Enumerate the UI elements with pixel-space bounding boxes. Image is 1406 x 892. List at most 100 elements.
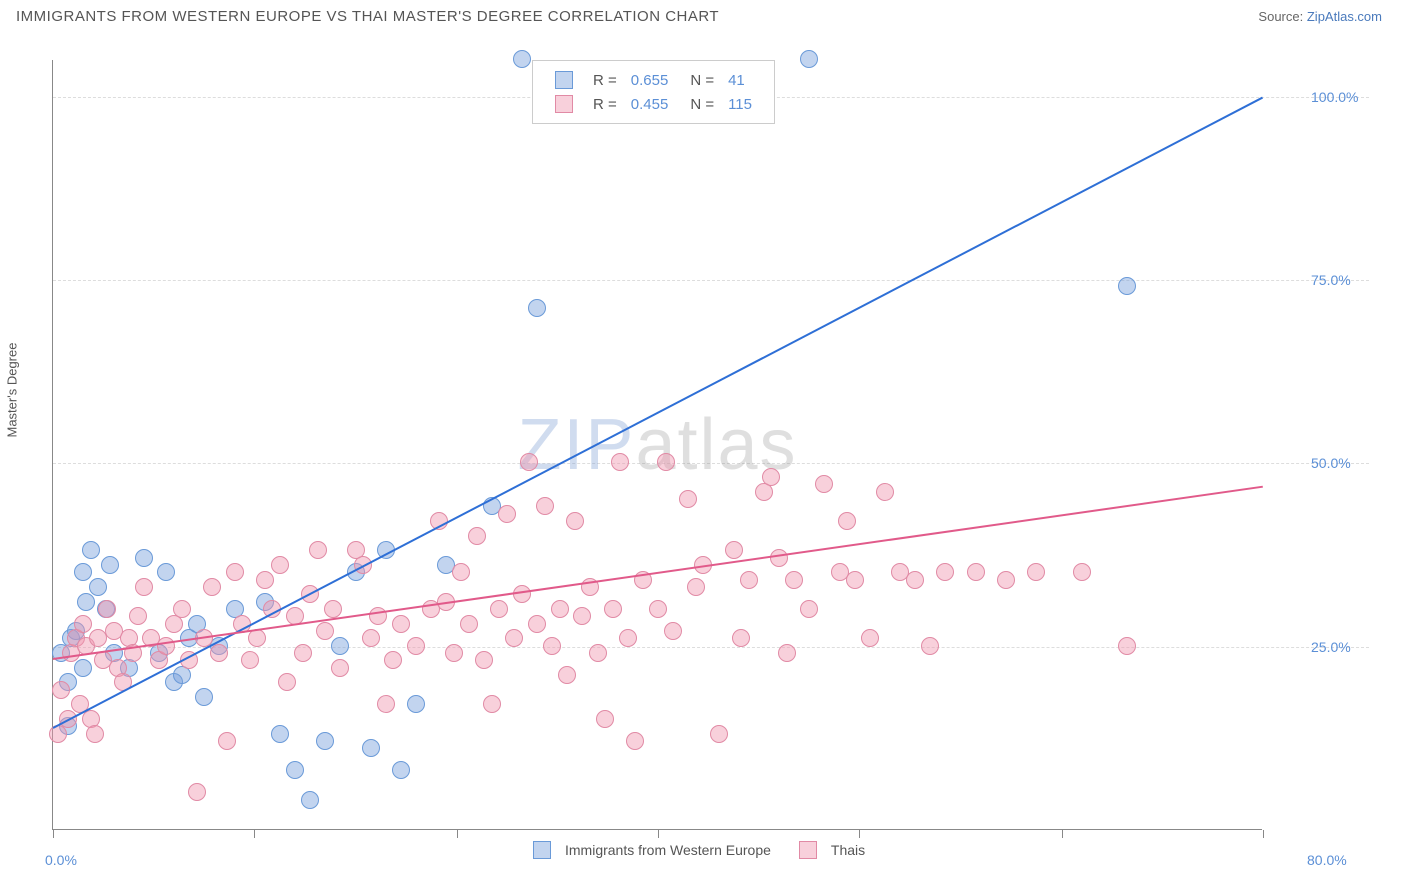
data-point	[301, 791, 319, 809]
data-point	[362, 629, 380, 647]
data-point	[74, 563, 92, 581]
data-point	[468, 527, 486, 545]
series-legend: Immigrants from Western Europe Thais	[533, 841, 865, 859]
x-tick	[1263, 830, 1264, 838]
data-point	[445, 644, 463, 662]
data-point	[1027, 563, 1045, 581]
data-point	[316, 622, 334, 640]
data-point	[157, 637, 175, 655]
x-tick	[658, 830, 659, 838]
data-point	[543, 637, 561, 655]
data-point	[498, 505, 516, 523]
data-point	[278, 673, 296, 691]
legend-swatch	[555, 95, 573, 113]
data-point	[785, 571, 803, 589]
legend-swatch	[799, 841, 817, 859]
data-point	[861, 629, 879, 647]
legend-r-label: R =	[587, 69, 623, 91]
correlation-chart: Master's Degree ZIPatlas 25.0%50.0%75.0%…	[52, 40, 1392, 860]
data-point	[619, 629, 637, 647]
data-point	[309, 541, 327, 559]
data-point	[528, 299, 546, 317]
data-point	[679, 490, 697, 508]
data-point	[626, 732, 644, 750]
plot-area: ZIPatlas 25.0%50.0%75.0%100.0%0.0%80.0%I…	[52, 60, 1262, 830]
data-point	[129, 607, 147, 625]
data-point	[528, 615, 546, 633]
data-point	[710, 725, 728, 743]
data-point	[74, 659, 92, 677]
data-point	[407, 695, 425, 713]
data-point	[566, 512, 584, 530]
data-point	[815, 475, 833, 493]
correlation-legend: R =0.655N =41R =0.455N =115	[532, 60, 775, 124]
data-point	[732, 629, 750, 647]
data-point	[392, 615, 410, 633]
y-tick-label: 50.0%	[1311, 455, 1351, 471]
legend-r-value: 0.655	[625, 69, 675, 91]
x-tick-label: 80.0%	[1307, 852, 1347, 868]
y-tick-label: 100.0%	[1311, 89, 1358, 105]
legend-r-value: 0.455	[625, 93, 675, 115]
data-point	[657, 453, 675, 471]
data-point	[1073, 563, 1091, 581]
y-axis-label: Master's Degree	[5, 343, 20, 438]
data-point	[407, 637, 425, 655]
data-point	[483, 695, 501, 713]
data-point	[188, 783, 206, 801]
data-point	[218, 732, 236, 750]
x-tick	[254, 830, 255, 838]
watermark: ZIPatlas	[517, 404, 797, 486]
data-point	[377, 695, 395, 713]
data-point	[505, 629, 523, 647]
data-point	[513, 585, 531, 603]
data-point	[649, 600, 667, 618]
x-tick	[457, 830, 458, 838]
x-tick	[859, 830, 860, 838]
data-point	[611, 453, 629, 471]
legend-swatch	[533, 841, 551, 859]
x-tick	[53, 830, 54, 838]
data-point	[52, 681, 70, 699]
data-point	[967, 563, 985, 581]
data-point	[82, 541, 100, 559]
data-point	[921, 637, 939, 655]
data-point	[876, 483, 894, 501]
data-point	[271, 725, 289, 743]
data-point	[248, 629, 266, 647]
data-point	[573, 607, 591, 625]
gridline	[53, 280, 1369, 281]
x-tick-label: 0.0%	[45, 852, 77, 868]
data-point	[384, 651, 402, 669]
data-point	[551, 600, 569, 618]
legend-item: Immigrants from Western Europe	[533, 841, 771, 859]
legend-swatch	[555, 71, 573, 89]
data-point	[316, 732, 334, 750]
data-point	[173, 600, 191, 618]
legend-item: Thais	[799, 841, 865, 859]
data-point	[800, 50, 818, 68]
data-point	[241, 651, 259, 669]
data-point	[286, 761, 304, 779]
data-point	[846, 571, 864, 589]
data-point	[195, 688, 213, 706]
data-point	[725, 541, 743, 559]
x-tick	[1062, 830, 1063, 838]
legend-label: Immigrants from Western Europe	[565, 842, 771, 858]
data-point	[838, 512, 856, 530]
data-point	[687, 578, 705, 596]
y-tick-label: 25.0%	[1311, 639, 1351, 655]
data-point	[331, 637, 349, 655]
data-point	[226, 563, 244, 581]
legend-n-value: 41	[722, 69, 758, 91]
data-point	[135, 549, 153, 567]
data-point	[513, 50, 531, 68]
y-tick-label: 75.0%	[1311, 272, 1351, 288]
data-point	[324, 600, 342, 618]
data-point	[271, 556, 289, 574]
trend-line	[53, 97, 1264, 729]
data-point	[203, 578, 221, 596]
source-link[interactable]: ZipAtlas.com	[1307, 9, 1382, 24]
data-point	[770, 549, 788, 567]
legend-r-label: R =	[587, 93, 623, 115]
